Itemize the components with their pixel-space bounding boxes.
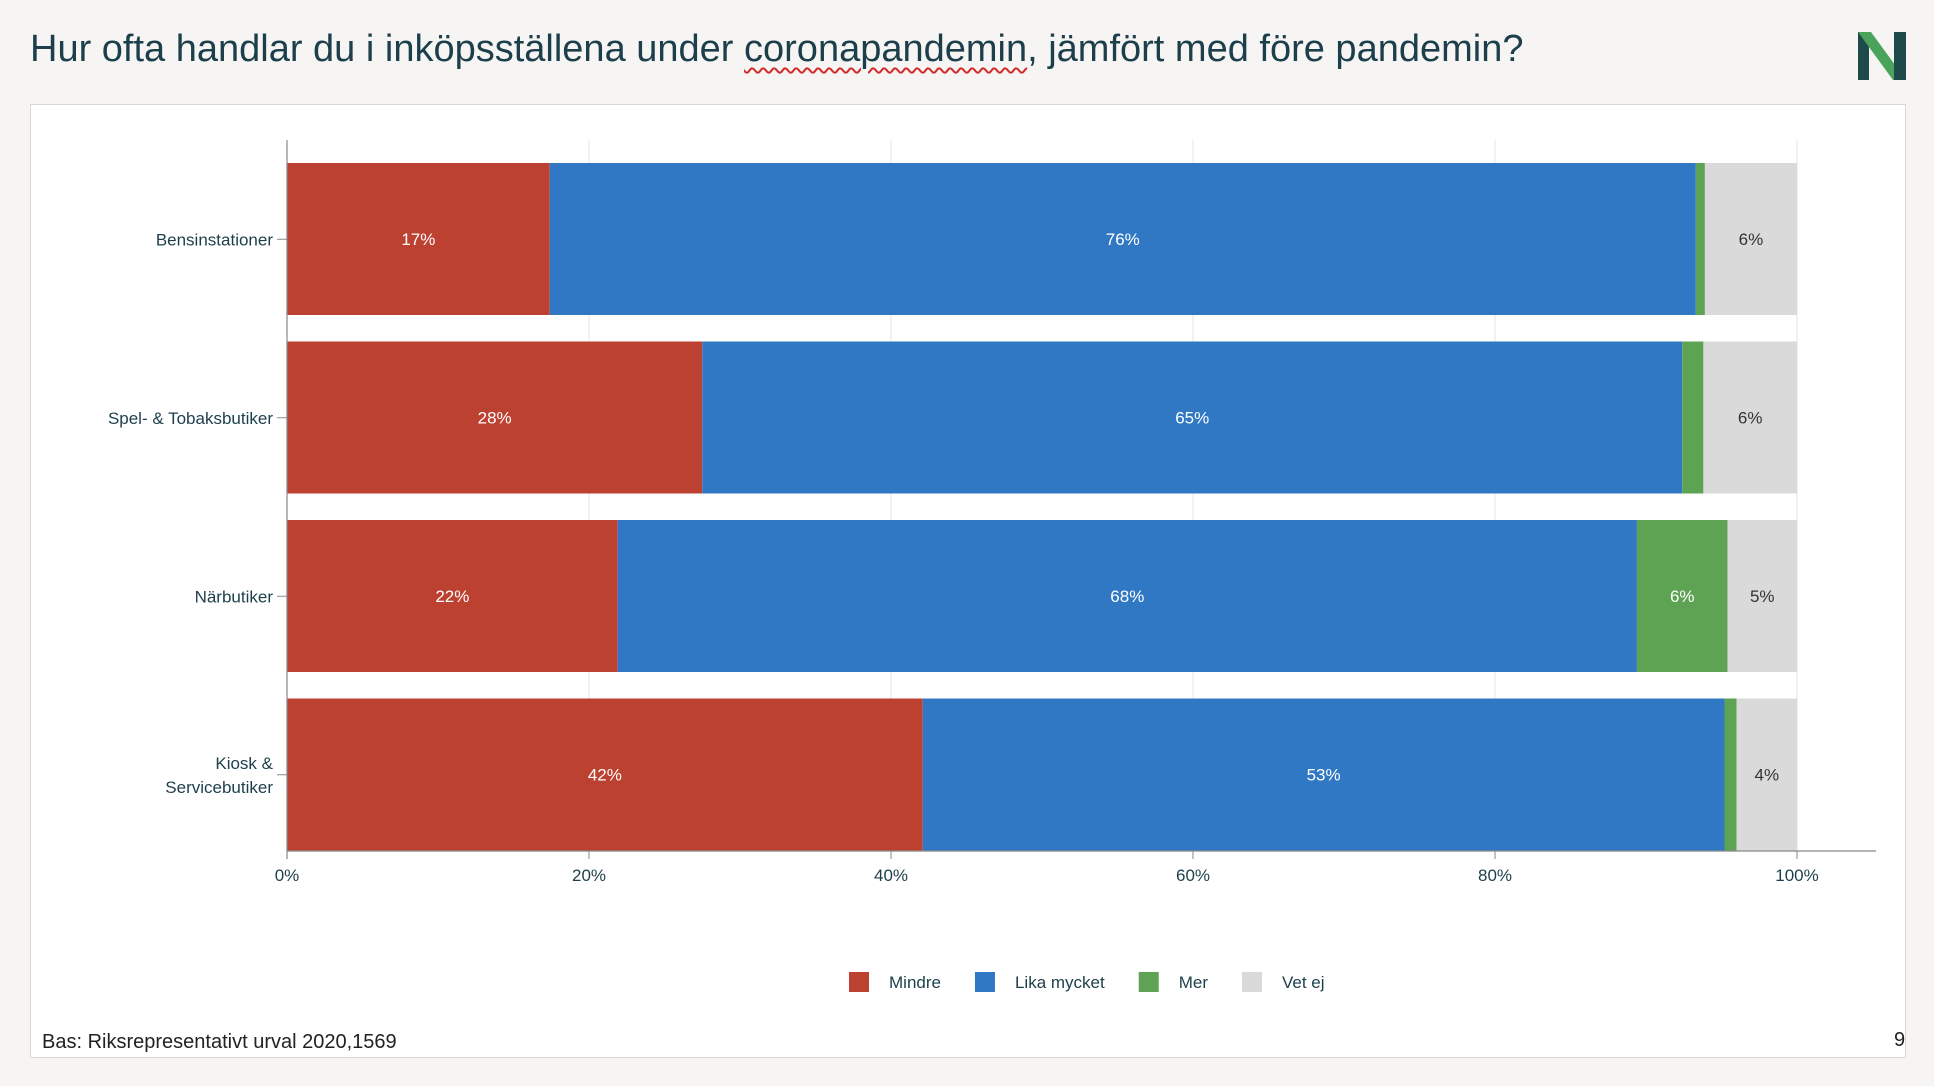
brand-logo: N bbox=[1858, 32, 1906, 80]
bar-segment bbox=[1724, 698, 1737, 851]
x-tick-label: 100% bbox=[1775, 866, 1818, 885]
bar-segment bbox=[287, 341, 703, 494]
data-label: 6% bbox=[1739, 230, 1764, 249]
page-number: 9 bbox=[1894, 1029, 1906, 1051]
bar-segment bbox=[549, 163, 1696, 315]
x-tick-label: 20% bbox=[572, 866, 606, 885]
legend-label: Mindre bbox=[889, 973, 941, 992]
legend-label: Vet ej bbox=[1282, 973, 1325, 992]
slide-title: Hur ofta handlar du i inköpsställena und… bbox=[30, 28, 1523, 71]
data-label: 6% bbox=[1738, 409, 1763, 428]
bar-segment bbox=[1636, 520, 1728, 672]
bar-segment bbox=[287, 163, 550, 315]
stacked-bar-chart: 17% 76% 6% Bensinstationer 28% 65% 6% Spel- & T… bbox=[108, 140, 1876, 992]
data-label: 42% bbox=[588, 766, 622, 785]
category-label: Bensinstationer bbox=[156, 230, 274, 249]
data-label: 6% bbox=[1670, 587, 1695, 606]
bar-segment bbox=[1736, 698, 1797, 851]
legend-label: Mer bbox=[1179, 973, 1209, 992]
category-label: Spel- & Tobaksbutiker bbox=[108, 409, 273, 428]
bar-segment bbox=[1703, 341, 1797, 494]
category-label: Närbutiker bbox=[195, 587, 274, 606]
bar-segment bbox=[287, 520, 618, 672]
legend-swatch bbox=[1242, 972, 1262, 992]
data-label: 22% bbox=[435, 587, 469, 606]
x-tick-label: 40% bbox=[874, 866, 908, 885]
bar-segment bbox=[1727, 520, 1797, 672]
data-label: 28% bbox=[478, 409, 512, 428]
x-tick-label: 80% bbox=[1478, 866, 1512, 885]
category-label: Servicebutiker bbox=[165, 778, 273, 797]
bar-segment bbox=[617, 520, 1637, 672]
title-part-after: , jämfört med före pandemin? bbox=[1027, 28, 1524, 70]
legend-swatch bbox=[974, 972, 995, 992]
data-label: 68% bbox=[1110, 587, 1144, 606]
data-label: 4% bbox=[1755, 766, 1780, 785]
data-label: 17% bbox=[401, 230, 435, 249]
legend-swatch bbox=[1138, 972, 1159, 992]
data-label: 53% bbox=[1307, 766, 1341, 785]
data-label: 5% bbox=[1750, 587, 1775, 606]
title-part-before: Hur ofta handlar du i inköpsställena und… bbox=[30, 28, 745, 70]
bar-segment bbox=[702, 341, 1683, 494]
category-label: Kiosk & bbox=[215, 754, 273, 773]
bar-segment bbox=[1682, 341, 1704, 494]
x-tick-label: 60% bbox=[1176, 866, 1210, 885]
legend-swatch bbox=[849, 972, 869, 992]
legend-label: Lika mycket bbox=[1015, 973, 1105, 992]
bar-segment bbox=[1704, 163, 1797, 315]
x-tick-label: 0% bbox=[275, 866, 300, 885]
bar-segment bbox=[1695, 163, 1705, 315]
data-label: 65% bbox=[1175, 409, 1209, 428]
title-part-flagged: coronapandemin bbox=[744, 28, 1028, 70]
bar-segment bbox=[922, 698, 1725, 851]
bar-segment bbox=[287, 698, 923, 851]
chart-frame: 17% 76% 6% Bensinstationer 28% 65% 6% Spel- & T… bbox=[30, 104, 1906, 1058]
footnote: Bas: Riksrepresentativt urval 2020,1569 bbox=[42, 1031, 397, 1053]
data-label: 76% bbox=[1106, 230, 1140, 249]
